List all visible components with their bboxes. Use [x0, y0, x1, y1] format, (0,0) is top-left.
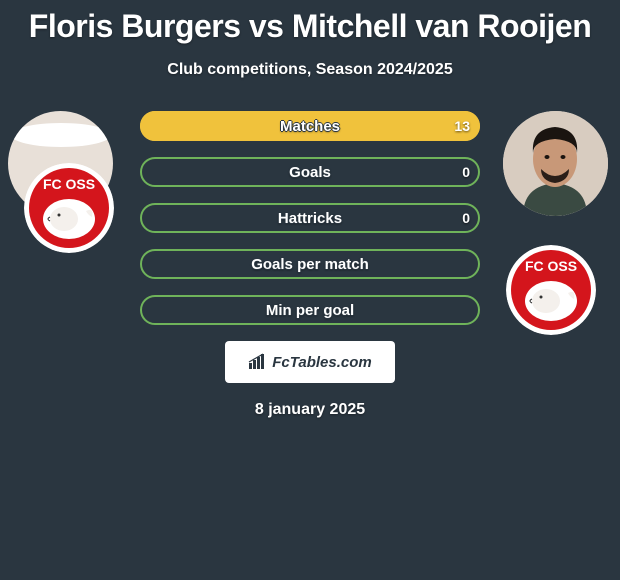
stat-label: Hattricks — [140, 203, 480, 233]
bar-chart-icon — [248, 353, 268, 371]
placeholder-avatar-icon — [11, 123, 111, 147]
club-name-text: FC OSS — [43, 176, 95, 192]
stat-label: Matches — [140, 111, 480, 141]
stat-bar: Min per goal — [140, 295, 480, 325]
site-label: FcTables.com — [272, 354, 371, 371]
subtitle: Club competitions, Season 2024/2025 — [0, 61, 620, 79]
stat-bar: Goals0 — [140, 157, 480, 187]
club-badge-icon: FC OSS — [24, 163, 114, 253]
club-logo-right: FC OSS — [506, 245, 596, 335]
club-name-text: FC OSS — [525, 258, 577, 274]
stat-bars: Matches13Goals0Hattricks0Goals per match… — [140, 111, 480, 325]
stat-value-right: 0 — [462, 157, 470, 187]
club-logo-left: FC OSS — [24, 163, 114, 253]
stat-bar: Goals per match — [140, 249, 480, 279]
stat-label: Goals per match — [140, 249, 480, 279]
stat-label: Goals — [140, 157, 480, 187]
stat-bar: Matches13 — [140, 111, 480, 141]
club-badge-icon: FC OSS — [506, 245, 596, 335]
page-title: Floris Burgers vs Mitchell van Rooijen — [0, 0, 620, 45]
stat-value-right: 13 — [454, 111, 470, 141]
player-photo-right — [503, 111, 608, 216]
site-badge: FcTables.com — [225, 341, 395, 383]
stat-value-right: 0 — [462, 203, 470, 233]
date-label: 8 january 2025 — [0, 401, 620, 419]
stat-label: Min per goal — [140, 295, 480, 325]
avatar-icon — [503, 111, 608, 216]
comparison-area: FC OSS FC OSS Matches13Goals0Hattricks0G… — [0, 111, 620, 419]
stat-bar: Hattricks0 — [140, 203, 480, 233]
